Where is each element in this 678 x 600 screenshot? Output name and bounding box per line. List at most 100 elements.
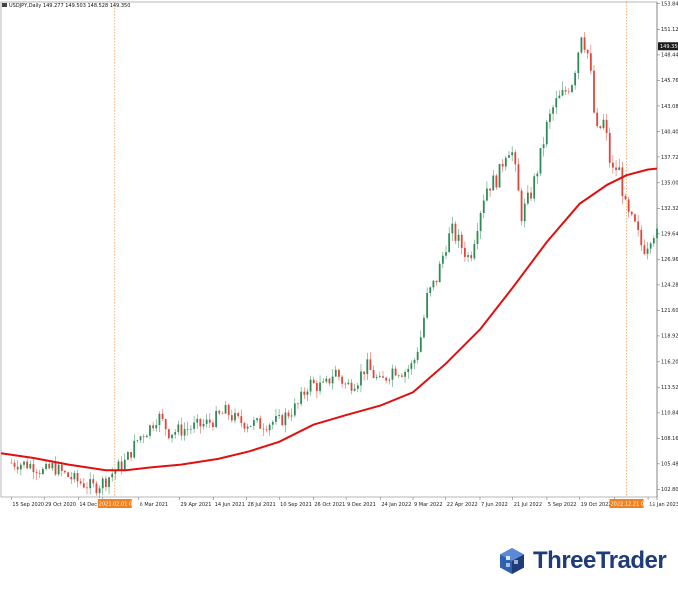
x-tick-label: 29 Apr 2021 [181,502,212,508]
candle-body [618,167,621,171]
y-tick-label: 110.840 [661,411,678,417]
candle-body [293,403,296,416]
candle-body [341,376,343,384]
y-tick-label: 108.160 [661,436,678,442]
candle-body [470,255,473,259]
candle-body [612,162,614,168]
candle-body [571,85,573,93]
candle-body [306,391,309,395]
candle-body [435,280,438,283]
candle-body [149,425,151,436]
candle-body [300,391,303,404]
candle-body [161,413,164,420]
candle-body [199,418,202,427]
candle-body [303,391,306,395]
candle-body [186,429,189,430]
candle-body [356,385,359,389]
y-tick-label: 132.320 [661,206,678,212]
price-chart[interactable]: 153.840 151.120 148.440 145.760 143.080 140.4… [0,0,678,510]
candle-body [378,376,381,378]
candle-body [177,424,180,433]
candle-body [60,464,63,471]
candle-body [539,148,542,174]
candle-body [501,163,504,167]
candle-body [523,203,526,222]
candle-body [218,410,221,414]
candle-body [401,375,403,377]
candle-body [278,415,280,416]
candle-body [82,483,85,488]
candle-body [627,199,630,212]
candle-body [57,464,60,475]
candle-body [495,175,498,188]
candle-body [64,470,66,473]
y-tick-label: 121.600 [661,308,678,314]
candle-body [26,461,29,469]
x-tick-label: 29 Oct 2020 [45,502,76,508]
moving-average-line [0,167,658,472]
candle-body [325,378,328,382]
candle-body [621,167,624,197]
y-tick-label: 113.520 [661,385,678,391]
x-tick-label: 28 Jul 2021 [247,502,275,508]
candle-body [67,472,69,477]
candle-body [256,418,258,421]
candle-body [111,473,114,478]
y-tick-label: 143.080 [661,104,678,110]
candle-body [363,371,366,375]
candle-body [196,418,199,423]
candle-body [130,452,132,458]
candle-body [526,192,529,204]
candle-body [504,157,507,167]
candle-body [445,252,447,256]
last-price-label: 149.350 [660,44,678,50]
candle-body [127,452,129,460]
candle-body [520,190,523,222]
candle-body [76,473,79,482]
y-tick-label: 140.400 [661,129,678,135]
candle-body [637,221,640,230]
y-tick-label: 124.280 [661,283,678,289]
candle-body [608,133,611,163]
candle-body [70,476,73,480]
candle-body [42,468,44,474]
candle-body [29,464,32,469]
candle-body [79,481,82,484]
candle-body [133,440,136,458]
candle-body [234,413,236,421]
candle-body [246,426,249,429]
candle-body [429,287,432,294]
candle-body [281,415,284,426]
candle-body [382,376,384,378]
candle-body [10,462,13,464]
x-tick-label: 9 Mar 2022 [414,502,443,508]
y-tick-label: 126.960 [661,257,678,263]
candle-body [265,429,268,431]
candle-body [388,379,391,381]
candle-body [104,478,107,488]
candle-body [476,231,479,244]
candle-body [13,462,16,467]
candle-body [309,379,312,392]
candle-body [319,382,321,392]
y-tick-label: 153.840 [661,1,678,7]
x-tick-label: 5 Sep 2022 [548,502,577,508]
candle-body [564,90,567,92]
y-tick-label: 145.760 [661,78,678,84]
candle-body [451,223,454,234]
candle-body [268,424,271,431]
candle-body [230,415,233,421]
candle-body [158,413,161,426]
candle-body [38,472,41,474]
x-tick-label: 22 Apr 2022 [447,502,478,508]
candle-body [123,459,126,470]
candle-body [385,377,388,381]
candle-body [646,248,649,254]
last-price-box [658,42,678,51]
threetrader-logo-icon [500,548,524,574]
candle-body [605,119,608,134]
candle-body [643,245,646,254]
symbol-icon [2,3,7,7]
candle-body [328,378,331,384]
candle-body [438,263,441,283]
